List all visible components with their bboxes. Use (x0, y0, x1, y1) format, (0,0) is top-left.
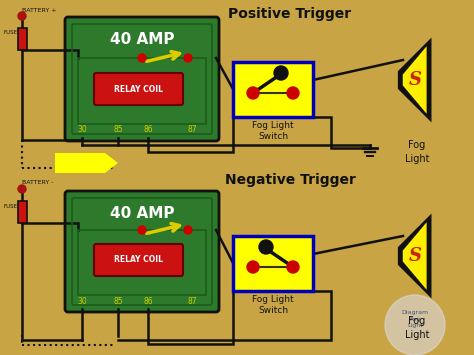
Bar (233, 62, 313, 117)
Text: 85: 85 (113, 126, 123, 135)
Text: 86: 86 (143, 296, 153, 306)
Circle shape (18, 185, 26, 193)
Text: BATTERY -: BATTERY - (22, 180, 54, 185)
FancyBboxPatch shape (94, 73, 183, 105)
Circle shape (385, 295, 445, 355)
Circle shape (274, 66, 288, 80)
FancyBboxPatch shape (65, 17, 219, 141)
Circle shape (138, 226, 146, 234)
Text: Fog Light
Switch: Fog Light Switch (252, 295, 294, 315)
Text: 86: 86 (143, 126, 153, 135)
Polygon shape (400, 42, 430, 118)
Text: Fog Light
Switch: Fog Light Switch (252, 121, 294, 141)
Text: Fog
Light: Fog Light (405, 140, 429, 164)
Bar (78, 58, 206, 124)
FancyBboxPatch shape (65, 191, 219, 312)
Text: FUSE: FUSE (3, 29, 17, 34)
Text: 40 AMP: 40 AMP (110, 207, 174, 222)
Text: 85: 85 (113, 296, 123, 306)
Circle shape (247, 261, 259, 273)
Polygon shape (55, 153, 118, 173)
Text: Fog
Light: Fog Light (405, 316, 429, 340)
Circle shape (138, 54, 146, 62)
Text: S: S (409, 71, 421, 89)
Circle shape (184, 226, 192, 234)
Circle shape (259, 240, 273, 254)
Circle shape (247, 87, 259, 99)
Text: Positive Trigger: Positive Trigger (228, 7, 352, 21)
Text: RELAY COIL: RELAY COIL (114, 256, 163, 264)
Circle shape (184, 54, 192, 62)
Polygon shape (403, 222, 427, 290)
Text: 40 AMP: 40 AMP (110, 33, 174, 48)
Text: RELAY COIL: RELAY COIL (114, 84, 163, 93)
Bar (233, 236, 313, 291)
Text: 87: 87 (187, 126, 197, 135)
FancyBboxPatch shape (94, 244, 183, 276)
Bar (18, 28, 27, 50)
Text: 87: 87 (187, 296, 197, 306)
Circle shape (18, 12, 26, 20)
Bar (18, 201, 27, 223)
Polygon shape (403, 46, 427, 114)
Polygon shape (400, 218, 430, 294)
Text: Diagram
Fog
Light: Diagram Fog Light (401, 310, 428, 328)
Circle shape (287, 261, 299, 273)
Text: Negative Trigger: Negative Trigger (225, 173, 356, 187)
Text: BATTERY +: BATTERY + (22, 7, 56, 12)
Text: S: S (409, 247, 421, 265)
Text: 30: 30 (77, 126, 87, 135)
Bar (78, 230, 206, 295)
Text: FUSE: FUSE (3, 203, 17, 208)
Circle shape (287, 87, 299, 99)
Text: 30: 30 (77, 296, 87, 306)
